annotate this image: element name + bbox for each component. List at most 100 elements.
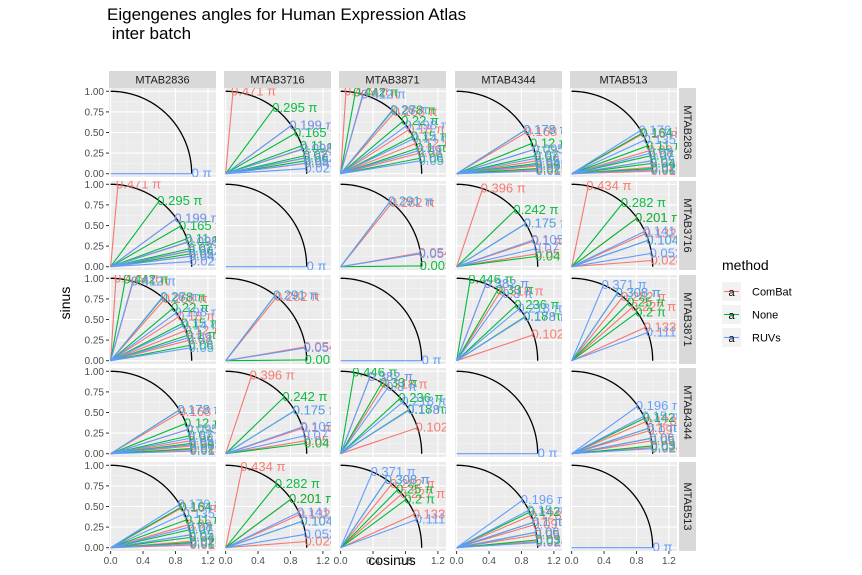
ray-label-ruvs: 0.111 π bbox=[415, 512, 458, 527]
ray-label-ruvs: 0.052 π bbox=[650, 245, 695, 260]
ray-label-none: 0.201 π bbox=[289, 491, 334, 506]
ray-label-ruvs: 0 π bbox=[422, 353, 442, 368]
ray-label-combat: 0.18 π bbox=[407, 122, 445, 137]
strip-label-right: MTAB2836 bbox=[681, 105, 693, 159]
ray-label-combat: 0.133 π bbox=[413, 506, 458, 521]
panel-mtab513-mtab3716: 0.434 π0.201 π0.132 π0.024 π0.282 π0.201… bbox=[219, 462, 334, 567]
ray-label-combat: 0.095 π bbox=[532, 141, 577, 156]
x-tick-label: 0.8 bbox=[515, 556, 529, 567]
ray-ruvs bbox=[110, 241, 189, 268]
ray-label-ruvs: 0.08 π bbox=[648, 145, 686, 160]
ray-label-ruvs: 0.062 π bbox=[303, 150, 348, 165]
ray-label-none: 0.05 π bbox=[304, 153, 342, 168]
unit-circle-arc bbox=[456, 277, 539, 361]
ray-label-none: 0.06 π bbox=[649, 430, 687, 445]
ray-label-combat: 0.479 π bbox=[344, 83, 389, 98]
ray-label-ruvs: 0.05 π bbox=[419, 246, 457, 261]
ray-label-none: 0.07 π bbox=[534, 148, 572, 163]
ray-ruvs bbox=[340, 201, 391, 268]
ray-none bbox=[571, 302, 630, 362]
x-tick-label: 0.8 bbox=[399, 556, 413, 567]
unit-circle-arc bbox=[110, 90, 193, 174]
ray-ruvs bbox=[456, 223, 527, 268]
ray-label-ruvs: 0.371 π bbox=[371, 464, 416, 479]
chart-title-line-2: inter batch bbox=[107, 24, 191, 43]
ray-label-none: 0.06 π bbox=[188, 337, 226, 352]
ray-ruvs bbox=[110, 428, 189, 455]
ray-none bbox=[571, 217, 638, 268]
ray-combat bbox=[110, 316, 180, 362]
ray-ruvs bbox=[110, 503, 180, 549]
y-tick-label: 0.00 bbox=[85, 356, 105, 367]
ray-ruvs bbox=[225, 410, 296, 455]
chart-title-line-1: Eigengenes angles for Human Expression A… bbox=[107, 5, 466, 24]
ray-combat bbox=[340, 427, 418, 455]
ray-label-combat: 0.318 π bbox=[382, 376, 427, 391]
ray-combat bbox=[340, 142, 417, 175]
ray-label-ruvs: 0.135 π bbox=[183, 506, 228, 521]
strip-right-mtab513 bbox=[679, 462, 696, 551]
ray-none bbox=[456, 289, 499, 361]
y-tick-label: 0.00 bbox=[85, 169, 105, 180]
ray-label-none: 0.164 π bbox=[640, 125, 685, 140]
ray-label-none: 0.291 π bbox=[273, 287, 318, 302]
ray-label-ruvs: 0 π bbox=[538, 446, 558, 461]
ray-ruvs bbox=[456, 541, 538, 549]
ray-label-none: 0.22 π bbox=[401, 113, 439, 128]
strip-top-mtab3716 bbox=[224, 71, 331, 88]
unit-circle-arc bbox=[456, 464, 539, 548]
x-tick-label: 0.0 bbox=[104, 556, 118, 567]
ray-label-none: 0.15 π bbox=[181, 315, 219, 330]
y-tick-label: 1.00 bbox=[85, 367, 105, 378]
ray-none bbox=[456, 304, 517, 362]
ray-label-none: 0.1 π bbox=[186, 327, 217, 342]
ray-label-none: 0.142 π bbox=[643, 410, 688, 425]
ray-ruvs bbox=[225, 426, 303, 455]
ray-label-none: 0.25 π bbox=[396, 481, 434, 496]
ray-label-combat: 0.471 π bbox=[116, 177, 161, 192]
x-tick-label: 0.4 bbox=[482, 556, 496, 567]
panel-mtab4344-mtab513: 0.128 π0.09 π0.05 π0.024 π0.142 π0.1 π0.… bbox=[570, 368, 696, 457]
ray-label-none: 0.282 π bbox=[275, 476, 320, 491]
ray-none bbox=[225, 396, 285, 455]
ray-ruvs bbox=[110, 534, 191, 549]
unit-circle-arc bbox=[571, 277, 654, 361]
ray-label-none: 0.178 π bbox=[523, 122, 568, 137]
unit-circle-arc bbox=[110, 183, 193, 267]
ray-ruvs bbox=[571, 415, 645, 455]
ray-label-combat: 0.318 π bbox=[498, 283, 543, 298]
strip-label-right: MTAB513 bbox=[681, 482, 693, 530]
ray-ruvs bbox=[225, 295, 276, 362]
ray-label-ruvs: 0.104 π bbox=[646, 232, 691, 247]
unit-circle-arc bbox=[340, 277, 423, 361]
ray-label-none: 0.04 π bbox=[304, 435, 342, 450]
ray-label-combat: 0.41 π bbox=[361, 87, 399, 102]
y-tick-label: 0.75 bbox=[85, 294, 105, 305]
ray-label-ruvs: 0.178 π bbox=[177, 402, 222, 417]
ray-label-ruvs: 0.05 π bbox=[419, 153, 457, 168]
ray-ruvs bbox=[571, 437, 652, 455]
y-tick-label: 1.00 bbox=[85, 461, 105, 472]
ray-combat bbox=[571, 326, 646, 362]
y-tick-label: 0.00 bbox=[85, 543, 105, 554]
ray-ruvs bbox=[456, 499, 524, 549]
ray-label-none: 0.242 π bbox=[513, 202, 558, 217]
ray-label-combat: 0.282 π bbox=[275, 289, 320, 304]
ray-label-none: 0.236 π bbox=[514, 297, 559, 312]
ray-ruvs bbox=[225, 162, 307, 175]
ray-ruvs bbox=[571, 292, 619, 362]
x-tick-label: 0.8 bbox=[630, 556, 644, 567]
ray-label-ruvs: 0.095 π bbox=[186, 421, 231, 436]
ray-label-none: 0.1 π bbox=[532, 514, 563, 529]
ray-none bbox=[456, 255, 538, 268]
y-tick-label: 0.25 bbox=[85, 242, 105, 253]
ray-label-ruvs: 0.05 π bbox=[189, 527, 227, 542]
unit-circle-arc bbox=[110, 370, 193, 454]
strip-label-top: MTAB513 bbox=[599, 75, 647, 87]
ray-label-ruvs: 0.06 π bbox=[534, 524, 572, 539]
ray-label-combat: 0.05 π bbox=[650, 433, 688, 448]
ray-none bbox=[225, 483, 278, 549]
ray-combat bbox=[571, 296, 624, 362]
ray-label-none: 0.442 π bbox=[353, 85, 398, 100]
ray-none bbox=[110, 225, 182, 268]
